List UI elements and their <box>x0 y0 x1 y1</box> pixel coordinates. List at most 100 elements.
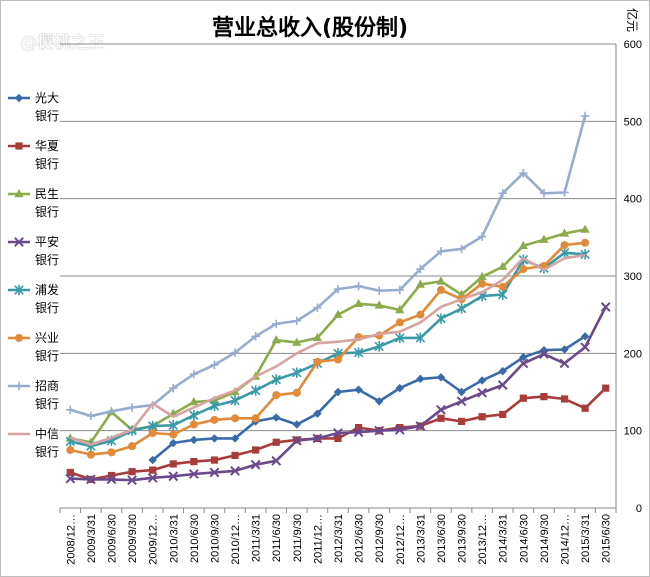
series-line <box>70 251 586 448</box>
data-point <box>169 430 178 439</box>
data-point <box>519 168 528 178</box>
data-point <box>128 468 136 476</box>
data-point <box>292 388 301 397</box>
y-tick-label: 400 <box>624 194 642 206</box>
data-point <box>353 298 364 308</box>
data-point <box>333 309 343 318</box>
data-point <box>107 448 116 457</box>
data-point <box>415 332 426 344</box>
data-point <box>560 395 569 403</box>
data-point <box>374 425 385 436</box>
legend-label: 光大 <box>35 91 59 105</box>
data-point <box>14 189 24 198</box>
data-point <box>85 474 96 485</box>
data-point <box>374 286 384 295</box>
y-tick-label: 100 <box>624 426 642 438</box>
data-point <box>292 337 302 346</box>
data-point <box>374 341 384 352</box>
data-point <box>436 285 445 294</box>
data-point <box>15 334 23 342</box>
data-point <box>149 466 157 474</box>
data-point <box>436 313 446 324</box>
data-point <box>499 410 507 419</box>
data-point <box>580 111 590 121</box>
data-point <box>395 318 404 327</box>
data-point <box>498 366 507 376</box>
y-tick-label: 500 <box>624 116 642 128</box>
x-tick-label: 2012/12… <box>395 514 407 565</box>
data-point <box>272 319 281 329</box>
data-point <box>188 469 199 479</box>
x-tick-label: 2013/9/30 <box>457 514 469 563</box>
data-point <box>271 374 281 385</box>
data-point <box>539 349 549 360</box>
series-line <box>69 115 587 418</box>
data-point <box>518 358 529 369</box>
legend-label: 银行 <box>35 397 59 411</box>
data-point <box>14 381 24 391</box>
x-tick-label: 2014/9/30 <box>539 514 551 563</box>
data-point <box>107 471 116 480</box>
data-point <box>498 189 507 198</box>
data-point <box>559 358 570 369</box>
legend-label: 浦发 <box>35 282 59 297</box>
data-point <box>395 285 404 295</box>
data-point <box>292 420 302 429</box>
data-point <box>415 279 425 288</box>
watermark: @樱桃之王 <box>20 33 105 53</box>
data-point <box>334 355 342 364</box>
data-point <box>66 468 74 477</box>
data-point <box>312 433 323 444</box>
data-point <box>190 458 198 466</box>
data-point <box>231 451 239 460</box>
data-point <box>147 472 158 483</box>
data-point <box>581 238 590 247</box>
data-point <box>333 387 343 397</box>
x-tick-label: 2015/6/30 <box>601 514 613 563</box>
x-tick-label: 2011/6/30 <box>271 514 283 562</box>
data-point <box>457 417 466 425</box>
data-point <box>353 427 364 438</box>
data-point <box>189 370 199 379</box>
data-point <box>395 305 405 314</box>
legend-label: 银行 <box>35 445 59 459</box>
series-6 <box>66 238 590 459</box>
data-point <box>600 302 611 312</box>
data-point <box>189 410 199 421</box>
data-point <box>477 271 487 280</box>
data-point <box>14 237 24 247</box>
legend-label: 银行 <box>35 349 59 363</box>
x-tick-label: 2014/3/31 <box>498 514 510 563</box>
data-point <box>519 265 528 274</box>
x-tick-label: 2010/6/30 <box>189 514 201 563</box>
legend-label: 兴业 <box>35 331 59 345</box>
data-point <box>127 475 137 486</box>
data-point <box>477 376 487 385</box>
data-point <box>313 303 322 312</box>
x-tick-label: 2013/3/31 <box>415 514 427 563</box>
data-point <box>580 342 591 353</box>
x-tick-label: 2010/9/30 <box>209 514 221 563</box>
series-7 <box>66 111 590 421</box>
data-point <box>580 332 590 341</box>
data-point <box>518 240 528 250</box>
data-point <box>354 281 363 291</box>
data-point <box>559 228 570 237</box>
data-point <box>333 284 343 294</box>
legend-label: 银行 <box>35 253 59 267</box>
data-point <box>436 276 446 285</box>
data-point <box>66 405 75 414</box>
data-point <box>581 404 589 412</box>
x-axis: 2008/12… 2009/3/31 2009/6/30 2009/9/30 2009/… <box>59 44 617 565</box>
data-point <box>271 455 282 466</box>
chart-title: 营业总收入(股份制) <box>212 15 408 41</box>
legend-label: 华夏 <box>35 139 59 153</box>
data-point <box>580 224 590 233</box>
legend-label: 民生 <box>35 187 59 201</box>
data-point <box>580 249 590 260</box>
